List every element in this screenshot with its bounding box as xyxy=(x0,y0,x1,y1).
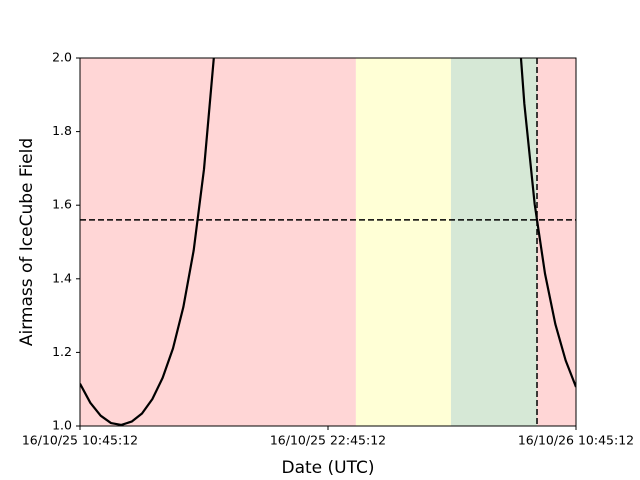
shaded-span xyxy=(355,58,451,426)
y-tick-label: 1.4 xyxy=(52,270,72,285)
spans xyxy=(80,58,576,426)
x-tick-label: 16/10/25 10:45:12 xyxy=(22,433,138,448)
y-tick-label: 1.8 xyxy=(52,123,72,138)
y-tick-label: 2.0 xyxy=(52,50,72,65)
plot-area xyxy=(80,58,576,426)
x-axis-label: Date (UTC) xyxy=(281,458,374,478)
airmass-line xyxy=(80,58,576,426)
x-tick-label: 16/10/26 10:45:12 xyxy=(518,433,634,448)
shaded-span xyxy=(80,58,356,426)
y-axis-label: Airmass of IceCube Field xyxy=(17,138,37,346)
y-tick-label: 1.6 xyxy=(52,197,72,212)
shaded-span xyxy=(450,58,538,426)
y-tick-label: 1.0 xyxy=(52,418,72,433)
x-tick-label: 16/10/25 22:45:12 xyxy=(270,433,386,448)
shaded-span xyxy=(537,58,576,426)
y-tick-label: 1.2 xyxy=(52,344,72,359)
